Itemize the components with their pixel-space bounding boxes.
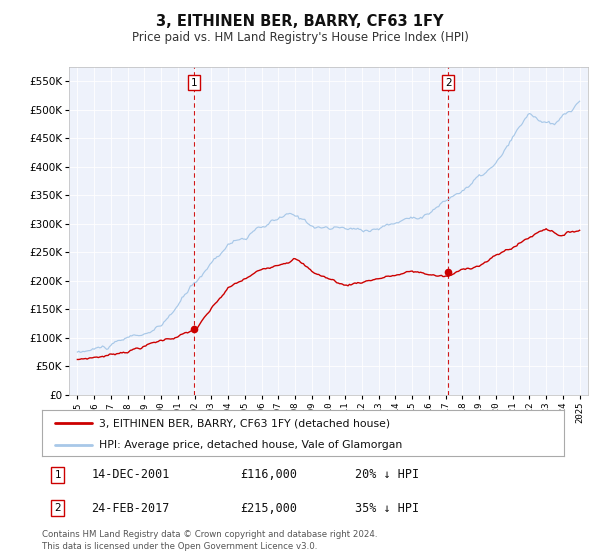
- Text: Contains HM Land Registry data © Crown copyright and database right 2024.: Contains HM Land Registry data © Crown c…: [42, 530, 377, 539]
- Text: 1: 1: [55, 470, 61, 480]
- Text: 20% ↓ HPI: 20% ↓ HPI: [355, 468, 419, 481]
- Text: This data is licensed under the Open Government Licence v3.0.: This data is licensed under the Open Gov…: [42, 542, 317, 551]
- Text: HPI: Average price, detached house, Vale of Glamorgan: HPI: Average price, detached house, Vale…: [100, 440, 403, 450]
- Text: £116,000: £116,000: [241, 468, 298, 481]
- Text: Price paid vs. HM Land Registry's House Price Index (HPI): Price paid vs. HM Land Registry's House …: [131, 31, 469, 44]
- Text: 2: 2: [55, 503, 61, 513]
- Text: 3, EITHINEN BER, BARRY, CF63 1FY (detached house): 3, EITHINEN BER, BARRY, CF63 1FY (detach…: [100, 418, 391, 428]
- Text: £215,000: £215,000: [241, 502, 298, 515]
- Text: 2: 2: [445, 78, 452, 87]
- Text: 3, EITHINEN BER, BARRY, CF63 1FY: 3, EITHINEN BER, BARRY, CF63 1FY: [156, 14, 444, 29]
- Text: 1: 1: [191, 78, 197, 87]
- Text: 14-DEC-2001: 14-DEC-2001: [92, 468, 170, 481]
- Text: 35% ↓ HPI: 35% ↓ HPI: [355, 502, 419, 515]
- Text: 24-FEB-2017: 24-FEB-2017: [92, 502, 170, 515]
